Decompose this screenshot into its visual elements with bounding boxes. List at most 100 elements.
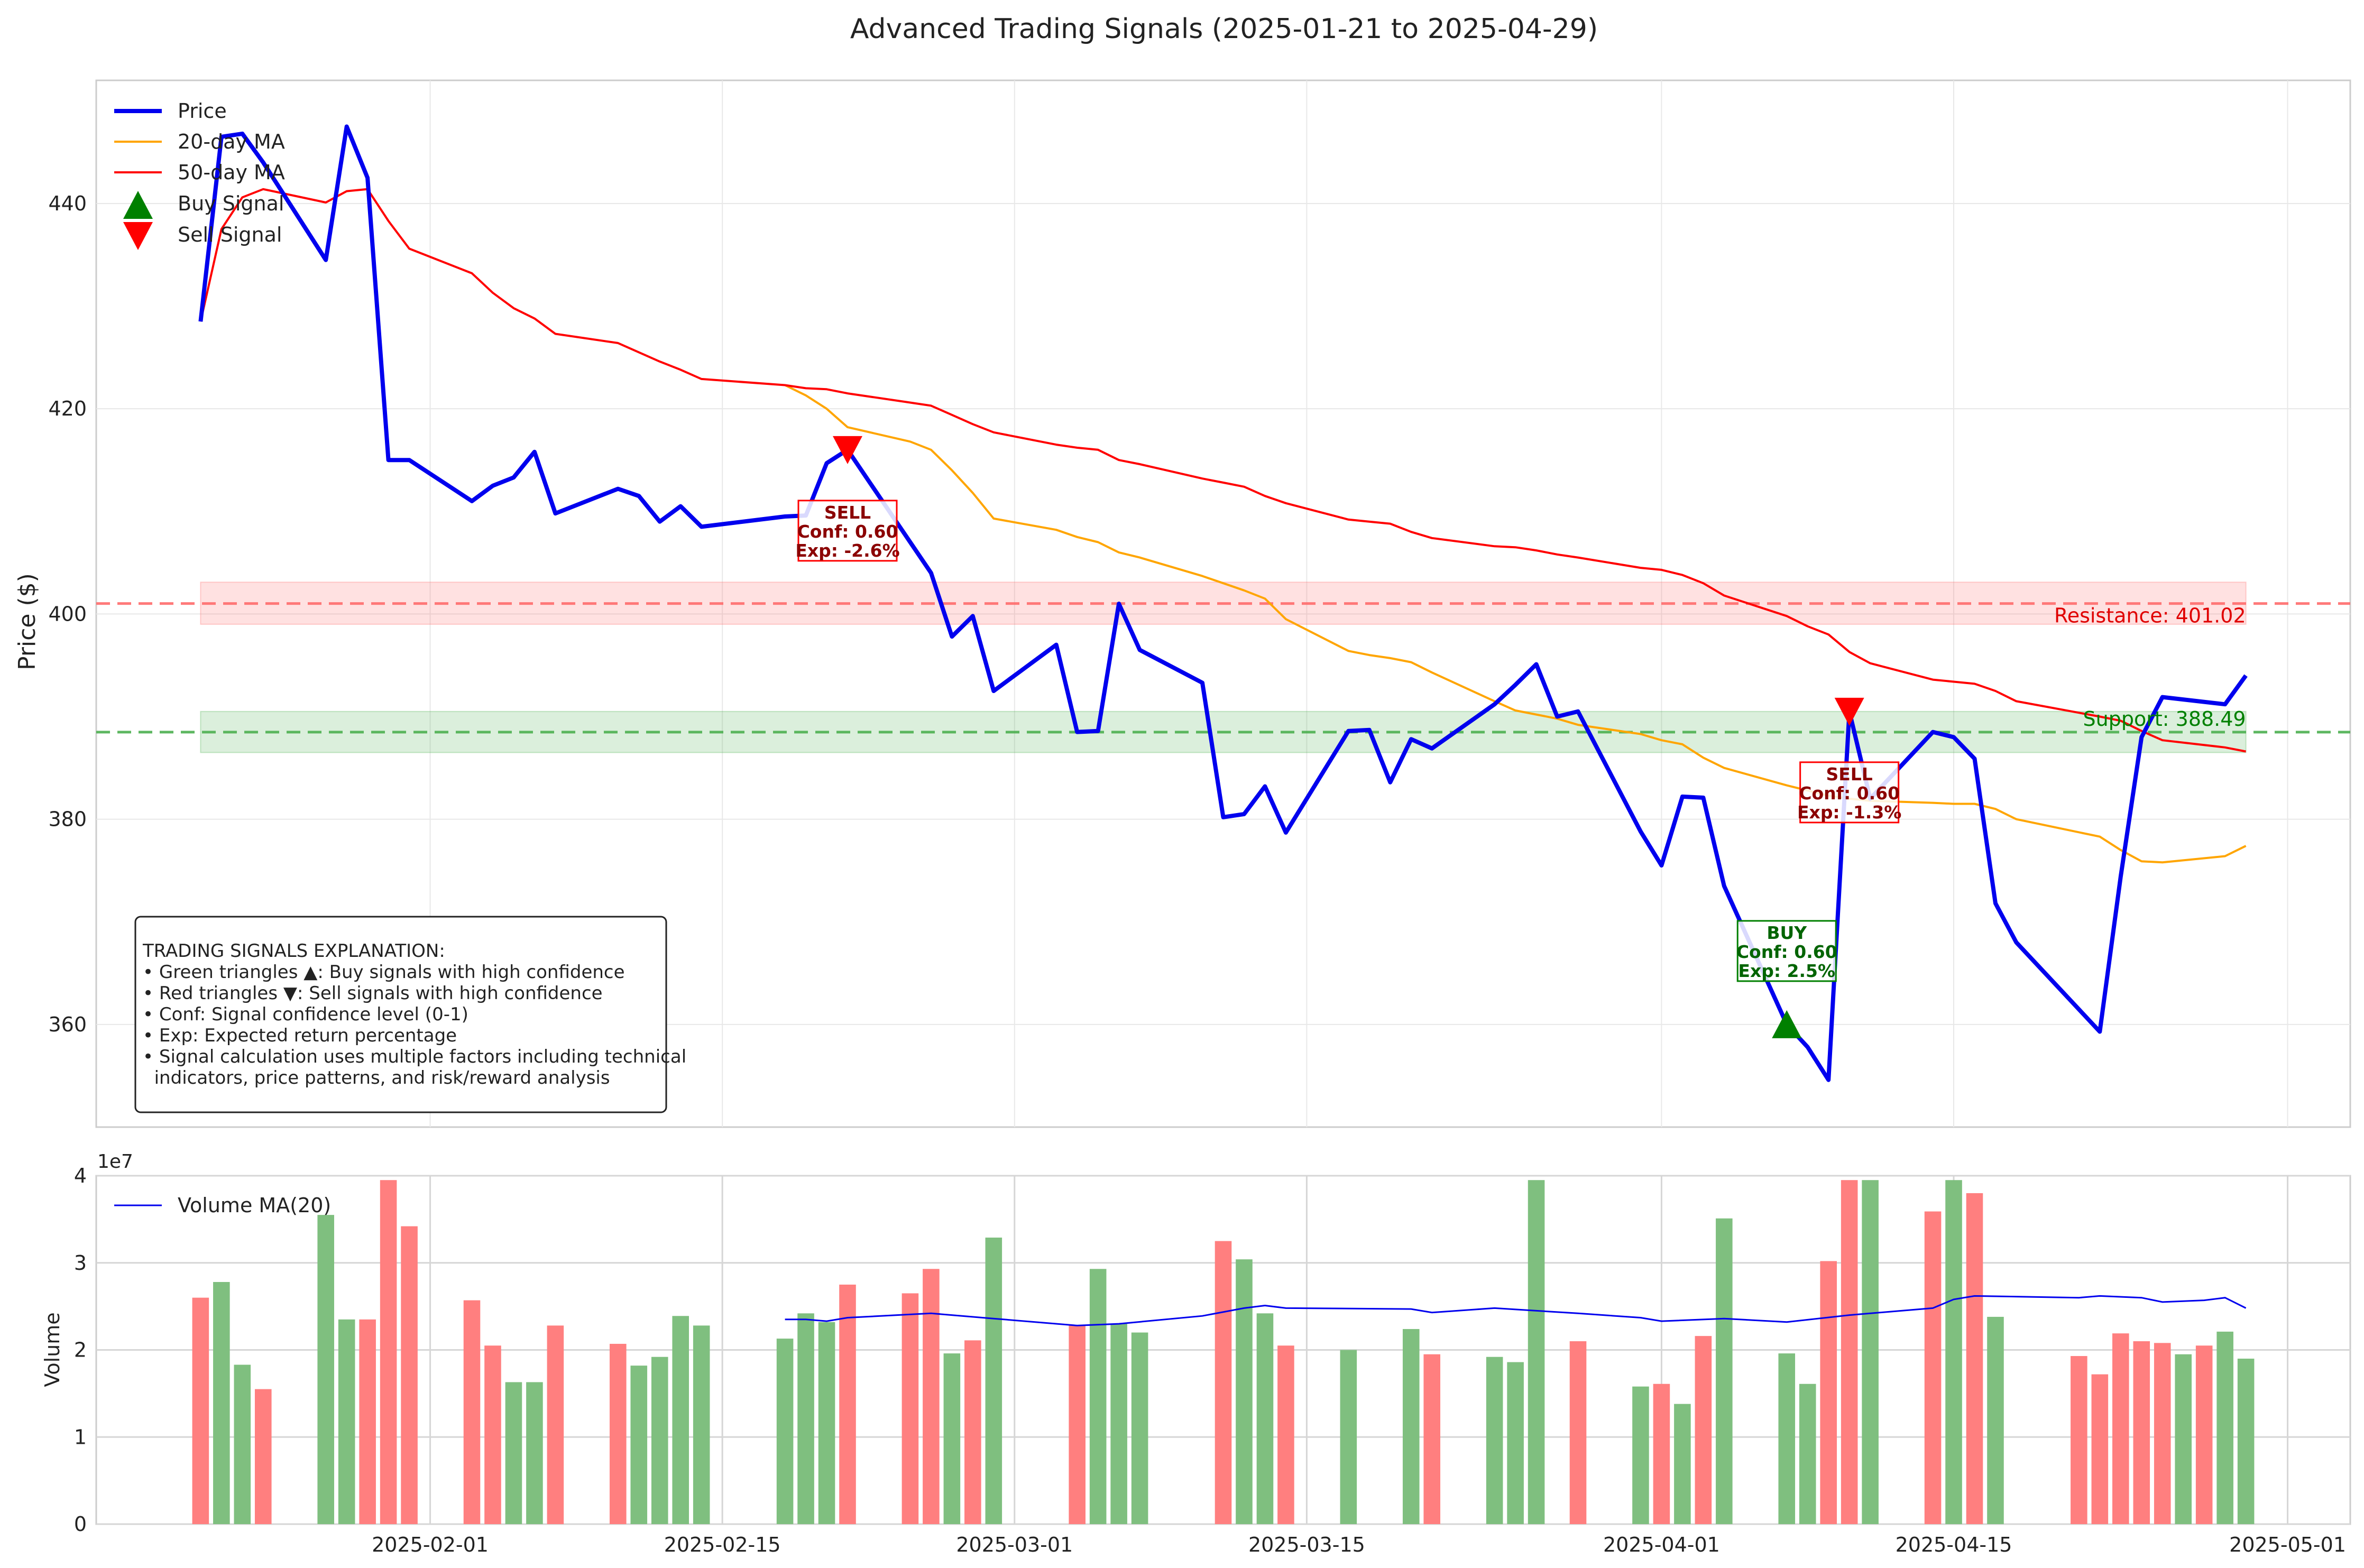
volume-bar-down (1423, 1354, 1441, 1524)
volume-bar-down (2091, 1374, 2109, 1524)
volume-bar-down (2133, 1341, 2150, 1524)
volume-axis-label: Volume (41, 1312, 64, 1387)
sell-signal-marker (833, 436, 862, 464)
volume-bar-up (234, 1364, 251, 1524)
volume-bar-down (380, 1180, 397, 1524)
volume-bar-down (839, 1284, 856, 1524)
volume-bar-up (2216, 1331, 2233, 1524)
explanation-frame (134, 916, 667, 1113)
volume-bar-down (1924, 1211, 1942, 1524)
volume-bar-down (1277, 1345, 1294, 1524)
price-legend: Price 20-day MA 50-day MA Buy Signal Sel… (114, 99, 285, 250)
volume-bar-up (213, 1281, 230, 1524)
resistance-label: Resistance: 401.02 (2054, 604, 2246, 628)
signal-label-exp: Exp: -1.3% (1797, 802, 1901, 823)
volume-exponent-label: 1e7 (97, 1151, 133, 1173)
volume-bar-up (1862, 1180, 1879, 1524)
volume-bar-up (1402, 1329, 1420, 1524)
explanation-line-conf: • Conf: Signal confidence level (0-1) (143, 1004, 468, 1025)
volume-bar-up (985, 1237, 1002, 1524)
buy-signal-marker (1772, 1010, 1802, 1038)
price-tick-label: 360 (48, 1013, 87, 1036)
volume-bar-up (797, 1313, 814, 1524)
volume-bar-down (1215, 1241, 1232, 1524)
volume-bar-down (254, 1389, 272, 1524)
volume-tick-label: 1 (74, 1425, 87, 1449)
volume-bar-down (923, 1269, 940, 1524)
volume-bar-up (693, 1325, 710, 1524)
volume-bar-down (2112, 1333, 2129, 1524)
legend-buy-swatch (123, 191, 153, 219)
price-tick-label: 400 (48, 602, 87, 625)
volume-bar-up (818, 1322, 835, 1524)
volume-bar-up (1716, 1218, 1733, 1524)
signal-label-box (1799, 761, 1900, 824)
x-tick-label: 2025-03-01 (956, 1533, 1073, 1556)
volume-tick-label: 4 (74, 1164, 87, 1187)
volume-tick-label: 0 (74, 1512, 87, 1536)
legend-buy-label: Buy Signal (178, 192, 284, 215)
signal-label-box (797, 500, 898, 562)
volume-bar-up (526, 1382, 543, 1524)
signal-label-box (1736, 920, 1837, 982)
volume-bar-down (1820, 1261, 1837, 1524)
volume-bar-up (1340, 1350, 1357, 1524)
volume-bar-down (359, 1319, 376, 1524)
signal-label-exp: Exp: -2.6% (795, 540, 899, 561)
volume-bar-up (1799, 1383, 1816, 1524)
signal-label-type: SELL (824, 502, 871, 523)
explanation-line-calc-cont: indicators, price patterns, and risk/rew… (143, 1067, 610, 1089)
support-label: Support: 388.49 (2083, 707, 2246, 731)
volume-bar-up (2237, 1358, 2255, 1524)
signal-label-conf: Conf: 0.60 (1799, 783, 1900, 804)
signal-label-exp: Exp: 2.5% (1738, 961, 1835, 981)
volume-bar-down (610, 1343, 627, 1524)
price-axis-label: Price ($) (14, 573, 41, 670)
volume-bar-down (1653, 1383, 1670, 1524)
volume-bar-down (1069, 1325, 1086, 1524)
volume-bar-up (1256, 1313, 1274, 1524)
legend-ma20-label: 20-day MA (178, 130, 285, 153)
price-tick-label: 440 (48, 192, 87, 215)
volume-bar-down (1966, 1193, 1983, 1524)
volume-bar-down (902, 1293, 919, 1524)
volume-bar-up (1089, 1269, 1107, 1524)
signal-label-type: SELL (1826, 764, 1872, 785)
volume-bar-up (651, 1357, 668, 1524)
volume-ma-polyline (785, 1295, 2247, 1326)
volume-bar-down (401, 1226, 418, 1524)
volume-bar-down (463, 1300, 481, 1524)
volume-tick-label: 3 (74, 1251, 87, 1275)
volume-bar-up (1486, 1357, 1503, 1524)
legend-price-label: Price (178, 99, 227, 123)
legend-sell-swatch (123, 222, 153, 250)
volume-bar-down (192, 1297, 209, 1524)
price-tick-label: 420 (48, 397, 87, 420)
legend-ma50-label: 50-day MA (178, 161, 285, 184)
x-tick-label: 2025-04-15 (1896, 1533, 2012, 1556)
volume-bar-up (338, 1319, 355, 1524)
chart-title: Advanced Trading Signals (2025-01-21 to … (850, 13, 1598, 45)
volume-bar-up (1507, 1362, 1524, 1524)
volume-bar-down (1841, 1180, 1858, 1524)
explanation-line-exp: • Exp: Expected return percentage (143, 1025, 457, 1046)
volume-bar-down (1569, 1341, 1587, 1524)
volume-bar-up (1674, 1404, 1691, 1524)
volume-bar-down (547, 1325, 564, 1524)
sell-signal-marker (1834, 697, 1864, 726)
volume-bar-up (776, 1339, 794, 1524)
volume-bar-up (672, 1316, 689, 1524)
volume-bar-up (317, 1215, 334, 1524)
volume-bar-up (1632, 1386, 1649, 1524)
ma20-line (784, 384, 2247, 864)
explanation-line-calc: • Signal calculation uses multiple facto… (143, 1046, 686, 1067)
volume-bar-up (1131, 1332, 1148, 1524)
x-tick-label: 2025-05-01 (2229, 1533, 2346, 1556)
volume-panel: 0 1 2 3 4 Volume 1e7 Volume MA(20) (41, 1151, 2351, 1536)
explanation-line-sell: • Red triangles ▼: Sell signals with hig… (143, 983, 603, 1004)
volume-bar-up (1945, 1180, 1962, 1524)
explanation-box: TRADING SIGNALS EXPLANATION: • Green tri… (134, 916, 686, 1113)
